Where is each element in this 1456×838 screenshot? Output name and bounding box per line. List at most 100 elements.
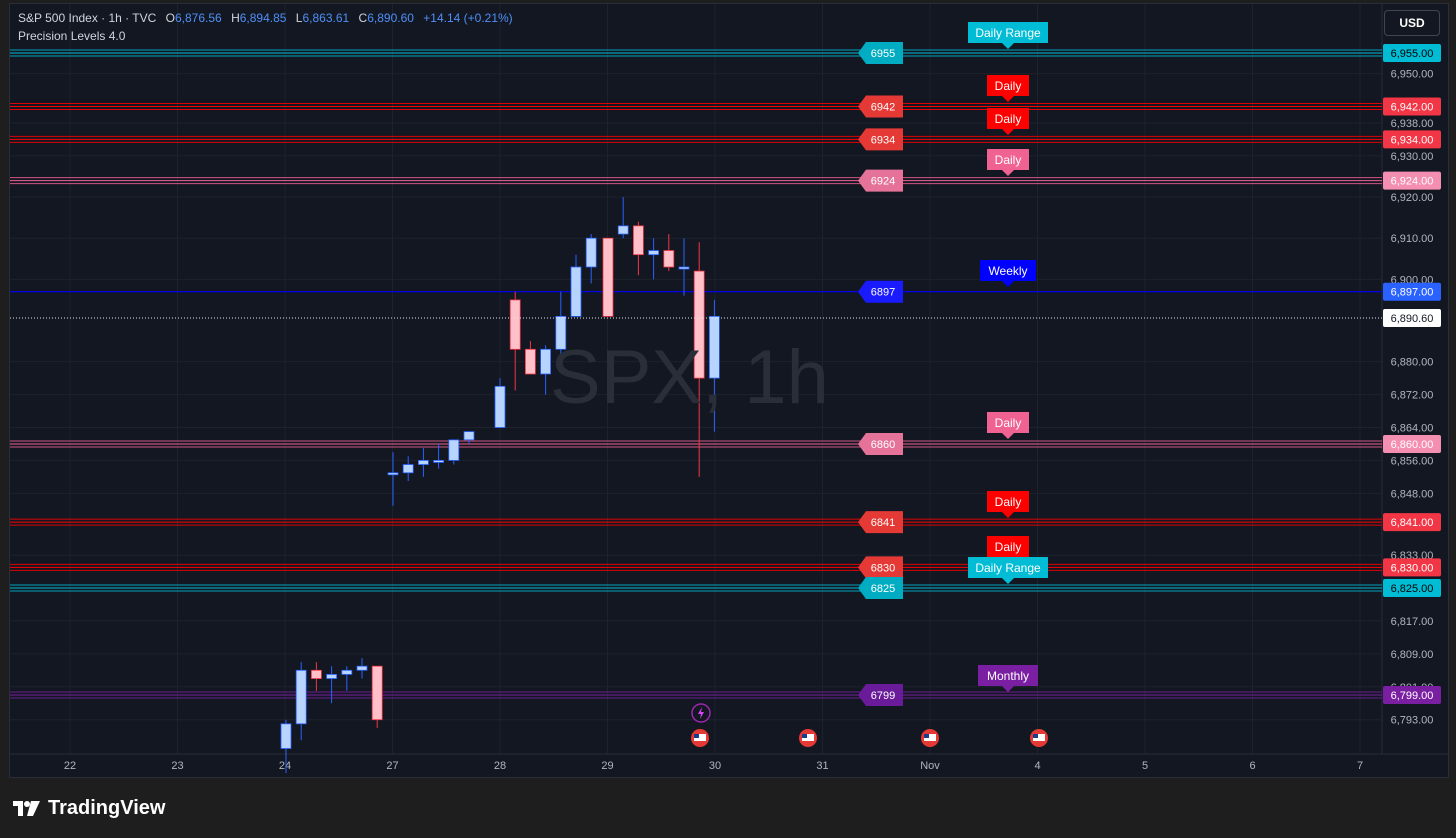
y-tick-label: 6,938.00 [1391, 118, 1434, 130]
level-tag-text: Daily [995, 153, 1022, 167]
axis-level-label [1383, 579, 1441, 597]
candle-up[interactable] [709, 315, 720, 379]
low-value: 6,863.61 [302, 11, 350, 25]
axis-level-text: 6,841.00 [1391, 517, 1434, 529]
level-price-tag[interactable] [858, 684, 903, 706]
close-label: C [358, 11, 368, 25]
axis-level-text: 6,942.00 [1391, 102, 1434, 114]
x-tick-label: 24 [279, 760, 291, 772]
y-tick-label: 6,872.00 [1391, 390, 1434, 402]
candle-up[interactable] [540, 348, 551, 375]
candle-down[interactable] [633, 225, 644, 256]
y-tick-label: 6,864.00 [1391, 423, 1434, 435]
x-tick-label: 30 [709, 760, 721, 772]
indicator-title[interactable]: Precision Levels 4.0 [18, 29, 126, 43]
candle-up[interactable] [678, 266, 690, 270]
level-price-tag-text: 6955 [871, 48, 895, 60]
flag-canton-icon [1033, 734, 1038, 738]
footer-brand[interactable]: TradingView [12, 797, 165, 820]
level-tag-text: Daily [995, 79, 1022, 93]
flag-canton-icon [924, 734, 929, 738]
low-label: L [295, 11, 303, 25]
candle-up[interactable] [463, 431, 475, 441]
candle-up[interactable] [295, 669, 307, 725]
axis-level-label [1383, 171, 1441, 190]
level-price-tag[interactable] [858, 95, 903, 118]
candle-up[interactable] [648, 250, 659, 256]
axis-level-text: 6,955.00 [1391, 48, 1434, 60]
level-price-tag-text: 6942 [871, 102, 895, 114]
axis-level-text: 6,897.00 [1391, 287, 1434, 299]
candle-up[interactable] [326, 674, 338, 679]
symbol-title[interactable]: S&P 500 Index · 1h · TVC [18, 11, 157, 25]
lightning-icon [698, 707, 704, 719]
y-tick-label: 6,910.00 [1391, 233, 1434, 245]
candle-down[interactable] [663, 250, 675, 268]
level-tag-badge[interactable] [987, 75, 1029, 102]
candle-up[interactable] [402, 464, 414, 474]
level-tag-text: Daily [995, 540, 1022, 554]
candle-up[interactable] [555, 315, 567, 350]
level-price-tag[interactable] [858, 511, 903, 534]
level-price-tag[interactable] [858, 169, 903, 192]
level-price-tag[interactable] [858, 432, 903, 455]
high-label: H [231, 11, 240, 25]
level-tag-badge[interactable] [978, 665, 1038, 692]
axis-level-label [1383, 97, 1441, 116]
level-price-tag-text: 6825 [871, 583, 895, 595]
level-price-tag-text: 6924 [871, 176, 895, 188]
close-value: 6,890.60 [367, 11, 414, 25]
y-tick-label: 6,809.00 [1391, 649, 1434, 661]
chart-pane[interactable]: 22 23 24 27 28 29 30 31 Nov 4 5 6 7 6,950.00 6,938.00 6… [9, 3, 1449, 778]
axis-level-label [1383, 44, 1441, 62]
level-tag-badge[interactable] [987, 491, 1029, 518]
axis-level-label [1383, 130, 1441, 149]
level-tag-badge[interactable] [987, 108, 1029, 135]
level-tag-badge[interactable] [987, 536, 1029, 563]
candle-up[interactable] [494, 385, 506, 428]
x-tick-label: 28 [494, 760, 506, 772]
price-chart[interactable]: 22 23 24 27 28 29 30 31 Nov 4 5 6 7 6,950.00 6,938.00 6… [10, 4, 1448, 777]
y-tick-label: 6,930.00 [1391, 151, 1434, 163]
candle-down[interactable] [525, 348, 536, 375]
candle-down[interactable] [509, 299, 521, 350]
axis-level-text: 6,934.00 [1391, 134, 1434, 146]
level-tag-badge[interactable] [987, 412, 1029, 439]
level-price-tag[interactable] [858, 42, 903, 64]
candle-up[interactable] [417, 460, 429, 465]
candle-up[interactable] [617, 225, 629, 235]
candle-up[interactable] [585, 237, 597, 268]
axis-level-text: 6,860.00 [1391, 439, 1434, 451]
level-tag-text: Monthly [987, 669, 1029, 683]
candle-down[interactable] [693, 270, 705, 379]
level-price-tag-text: 6897 [871, 287, 895, 299]
candle-up[interactable] [280, 723, 292, 749]
candle-up[interactable] [570, 266, 582, 317]
open-label: O [165, 11, 175, 25]
candle-down[interactable] [371, 665, 383, 721]
level-price-tag[interactable] [858, 556, 903, 579]
level-price-tag-text: 6934 [871, 134, 895, 146]
candle-up[interactable] [356, 665, 368, 671]
level-price-tag[interactable] [858, 280, 903, 303]
y-tick-label: 6,793.00 [1391, 715, 1434, 727]
candle-up[interactable] [433, 460, 445, 463]
currency-button[interactable]: USD [1384, 10, 1440, 36]
candle-down[interactable] [310, 669, 322, 679]
candle-up[interactable] [387, 472, 399, 476]
candle-up[interactable] [341, 669, 353, 675]
flag-canton-icon [802, 734, 807, 738]
candle-up[interactable] [448, 439, 460, 461]
open-value: 6,876.56 [175, 11, 222, 25]
tradingview-logo-icon [13, 800, 40, 816]
level-tag-badge[interactable] [980, 260, 1036, 287]
level-price-tag[interactable] [858, 128, 903, 151]
x-tick-label: 6 [1249, 760, 1255, 772]
level-tag-badge[interactable] [968, 557, 1048, 584]
level-tag-badge[interactable] [987, 149, 1029, 176]
level-price-tag[interactable] [858, 577, 903, 599]
candle-down[interactable] [602, 237, 614, 317]
level-tag-badge[interactable] [968, 22, 1048, 49]
level-tag-text: Daily Range [975, 561, 1041, 575]
y-tick-label: 6,950.00 [1391, 69, 1434, 81]
